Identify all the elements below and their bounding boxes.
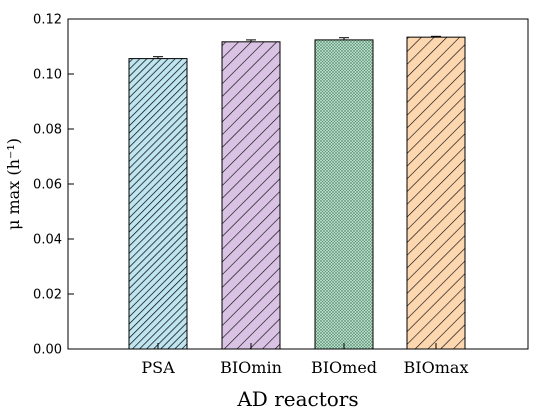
y-tick-label: 0.00 [33,343,62,358]
x-tick-label-BIOmax: BIOmax [404,358,469,377]
y-tick-label: 0.02 [33,288,62,303]
y-tick-label: 0.10 [33,68,62,83]
bar-PSA [128,58,188,350]
x-tick-label-BIOmed: BIOmed [311,358,377,377]
y-tick-label: 0.04 [33,233,62,248]
bars-layer [128,35,466,350]
x-tick-label-BIOmin: BIOmin [220,358,282,377]
x-axis-label: AD reactors [236,387,358,411]
y-axis-label: μ max (h⁻¹) [4,138,23,230]
axis-layer: 0.00 0.02 0.04 0.06 0.08 0.10 0.12 PSA BIOmin BIO… [33,13,529,377]
y-tick-label: 0.08 [33,123,62,138]
bar-BIOmax [406,36,466,350]
y-tick-label: 0.06 [33,178,62,193]
y-tick-label: 0.12 [33,13,62,28]
bar-BIOmed [314,39,374,350]
x-tick-label-PSA: PSA [141,358,175,377]
bar-BIOmin [221,41,281,350]
